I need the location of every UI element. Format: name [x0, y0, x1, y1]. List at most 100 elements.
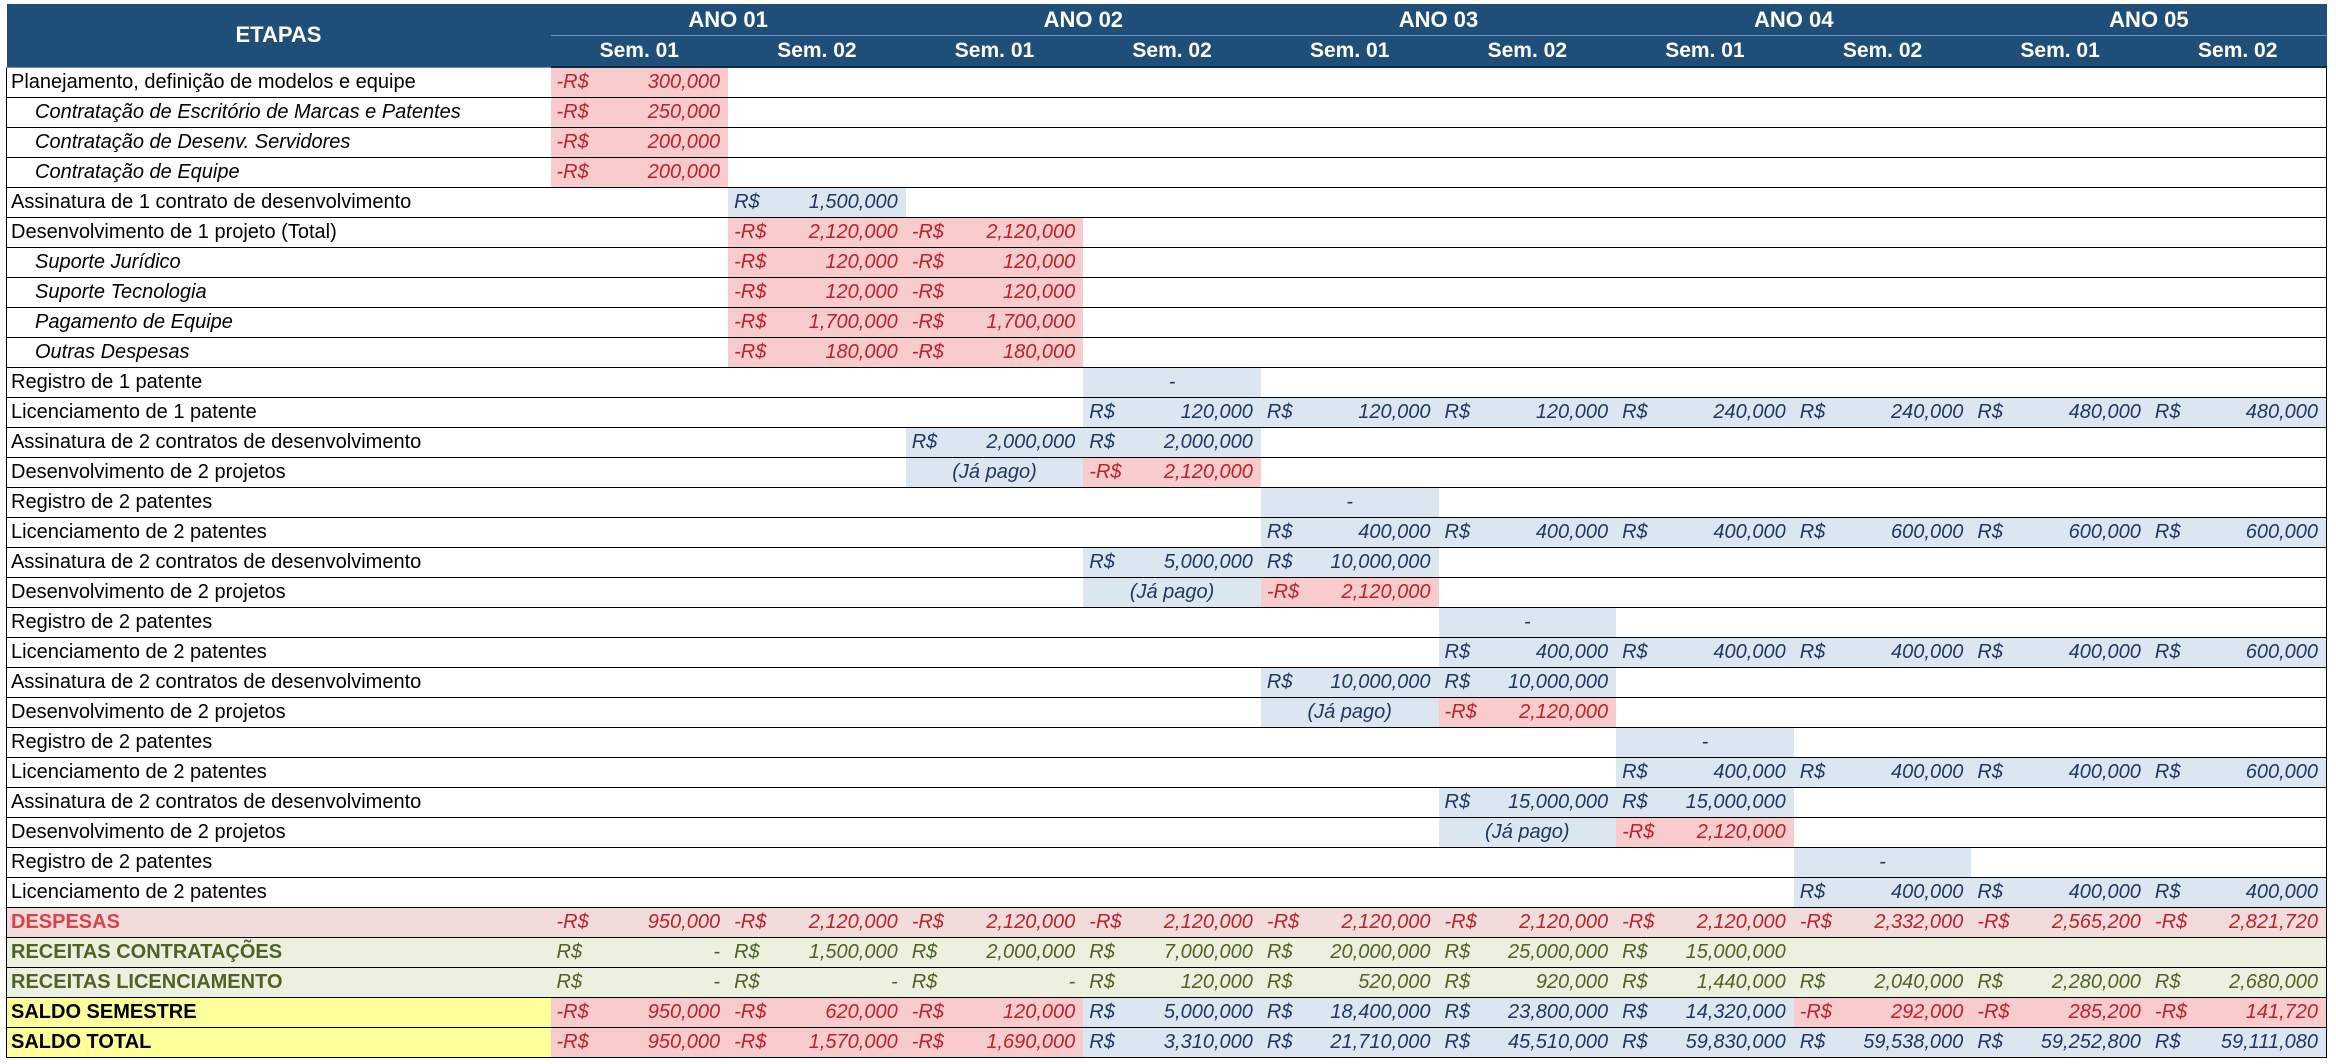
empty-cell[interactable]	[1971, 606, 2149, 638]
empty-cell[interactable]	[1971, 726, 2149, 758]
empty-cell[interactable]	[905, 666, 1084, 698]
empty-cell[interactable]	[1616, 156, 1794, 188]
value-cell[interactable]: R$ 400,000	[1793, 876, 1972, 908]
value-cell[interactable]: R$ 15,000,000	[1616, 936, 1794, 968]
value-cell[interactable]: R$ 400,000	[1971, 756, 2149, 788]
empty-cell[interactable]	[1260, 606, 1439, 638]
empty-cell[interactable]	[1083, 156, 1261, 188]
empty-cell[interactable]	[1083, 786, 1261, 818]
row-label[interactable]: Desenvolvimento de 1 projeto (Total)	[6, 216, 551, 248]
empty-cell[interactable]	[905, 576, 1084, 608]
empty-cell[interactable]	[2148, 846, 2328, 878]
empty-cell[interactable]	[1793, 366, 1972, 398]
empty-cell[interactable]	[1793, 246, 1972, 278]
empty-cell[interactable]	[550, 726, 729, 758]
empty-cell[interactable]	[1083, 666, 1261, 698]
empty-cell[interactable]	[1616, 846, 1794, 878]
empty-cell[interactable]	[550, 186, 729, 218]
summary-label[interactable]: SALDO SEMESTRE	[6, 996, 551, 1028]
value-cell[interactable]: R$ 600,000	[1793, 516, 1972, 548]
row-label[interactable]: Licenciamento de 2 patentes	[6, 876, 551, 908]
empty-cell[interactable]	[1971, 846, 2149, 878]
empty-cell[interactable]	[1083, 96, 1261, 128]
value-cell[interactable]: -R$ 120,000	[728, 246, 906, 278]
value-cell[interactable]: -R$ 1,690,000	[905, 1026, 1084, 1058]
empty-cell[interactable]	[1438, 546, 1617, 578]
dash-cell[interactable]: -	[1616, 726, 1794, 758]
empty-cell[interactable]	[1083, 306, 1261, 338]
value-cell[interactable]: R$ 18,400,000	[1260, 996, 1439, 1028]
empty-cell[interactable]	[728, 756, 906, 788]
empty-cell[interactable]	[1971, 246, 2149, 278]
empty-cell[interactable]	[728, 666, 906, 698]
empty-cell[interactable]	[1616, 246, 1794, 278]
row-label[interactable]: Licenciamento de 2 patentes	[6, 756, 551, 788]
semester-header[interactable]: Sem. 01	[1616, 35, 1794, 68]
empty-cell[interactable]	[905, 186, 1084, 218]
value-cell[interactable]: R$ 120,000	[1260, 396, 1439, 428]
empty-cell[interactable]	[1971, 426, 2149, 458]
value-cell[interactable]: R$ 400,000	[1616, 756, 1794, 788]
empty-cell[interactable]	[728, 726, 906, 758]
empty-cell[interactable]	[728, 576, 906, 608]
empty-cell[interactable]	[1438, 186, 1617, 218]
value-cell[interactable]: -R$ 1,700,000	[905, 306, 1084, 338]
empty-cell[interactable]	[550, 516, 729, 548]
empty-cell[interactable]	[1260, 126, 1439, 158]
empty-cell[interactable]	[1616, 546, 1794, 578]
empty-cell[interactable]	[1793, 456, 1972, 488]
empty-cell[interactable]	[728, 126, 906, 158]
empty-cell[interactable]	[1616, 456, 1794, 488]
row-label[interactable]: Licenciamento de 2 patentes	[6, 636, 551, 668]
value-cell[interactable]: -R$ 141,720	[2148, 996, 2328, 1028]
empty-cell[interactable]	[1260, 456, 1439, 488]
empty-cell[interactable]	[1260, 816, 1439, 848]
empty-cell[interactable]	[1793, 96, 1972, 128]
empty-cell[interactable]	[905, 156, 1084, 188]
semester-header[interactable]: Sem. 02	[1083, 35, 1261, 68]
empty-cell[interactable]	[905, 696, 1084, 728]
empty-cell[interactable]	[905, 756, 1084, 788]
empty-cell[interactable]	[550, 696, 729, 728]
row-label[interactable]: Assinatura de 2 contratos de desenvolvim…	[6, 666, 551, 698]
value-cell[interactable]: R$ 59,538,000	[1793, 1026, 1972, 1058]
value-cell[interactable]: R$ 2,000,000	[905, 936, 1084, 968]
empty-cell[interactable]	[1793, 186, 1972, 218]
empty-cell[interactable]	[1438, 66, 1617, 98]
value-cell[interactable]: -R$ 200,000	[550, 156, 729, 188]
value-cell[interactable]: R$ 10,000,000	[1260, 666, 1439, 698]
empty-cell[interactable]	[905, 546, 1084, 578]
empty-cell[interactable]	[1438, 726, 1617, 758]
empty-cell[interactable]	[1971, 216, 2149, 248]
value-cell[interactable]: R$ 59,252,800	[1971, 1026, 2149, 1058]
empty-cell[interactable]	[905, 726, 1084, 758]
dash-cell[interactable]: -	[1793, 846, 1972, 878]
dash-cell[interactable]: -	[1260, 486, 1439, 518]
note-cell[interactable]: (Já pago)	[905, 456, 1084, 488]
value-cell[interactable]: -R$ 2,120,000	[905, 906, 1084, 938]
empty-cell[interactable]	[1793, 726, 1972, 758]
row-label[interactable]: Registro de 2 patentes	[6, 486, 551, 518]
empty-cell[interactable]	[1083, 726, 1261, 758]
row-label[interactable]: Licenciamento de 2 patentes	[6, 516, 551, 548]
value-cell[interactable]: R$ 400,000	[1616, 636, 1794, 668]
empty-cell[interactable]	[1083, 876, 1261, 908]
empty-cell[interactable]	[1438, 876, 1617, 908]
empty-cell[interactable]	[550, 576, 729, 608]
empty-cell[interactable]	[1083, 846, 1261, 878]
value-cell[interactable]: R$ 400,000	[2148, 876, 2328, 908]
empty-cell[interactable]	[1438, 246, 1617, 278]
empty-cell[interactable]	[728, 366, 906, 398]
value-cell[interactable]	[1793, 936, 1972, 968]
note-cell[interactable]: (Já pago)	[1438, 816, 1617, 848]
empty-cell[interactable]	[1971, 786, 2149, 818]
year-header-2[interactable]: ANO 02	[905, 4, 1261, 36]
empty-cell[interactable]	[2148, 276, 2328, 308]
empty-cell[interactable]	[1083, 696, 1261, 728]
value-cell[interactable]: -R$ 2,120,000	[1616, 816, 1794, 848]
value-cell[interactable]: -R$ 120,000	[905, 246, 1084, 278]
empty-cell[interactable]	[1260, 366, 1439, 398]
empty-cell[interactable]	[1971, 456, 2149, 488]
empty-cell[interactable]	[2148, 216, 2328, 248]
row-label[interactable]: Registro de 2 patentes	[6, 846, 551, 878]
